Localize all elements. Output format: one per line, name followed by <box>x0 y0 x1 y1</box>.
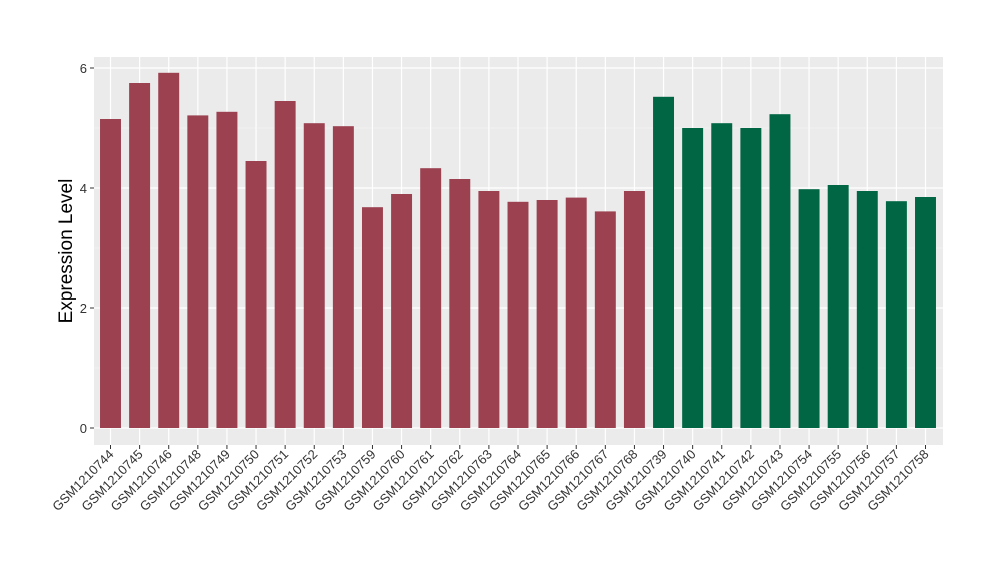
y-tick-label: 2 <box>80 301 87 316</box>
bar <box>653 96 675 429</box>
bar <box>245 161 267 428</box>
y-axis: 0 2 4 6 <box>80 61 94 436</box>
bar <box>129 83 151 428</box>
bar <box>769 114 791 428</box>
bar <box>478 191 500 428</box>
bar <box>827 185 849 428</box>
y-tick-label: 6 <box>80 61 87 76</box>
bar <box>100 119 121 428</box>
bar <box>623 191 645 428</box>
bar <box>187 115 209 429</box>
bar <box>536 200 558 428</box>
bar <box>711 123 733 428</box>
bar <box>565 197 587 428</box>
bar <box>361 207 383 428</box>
bar <box>332 126 354 428</box>
bar <box>507 201 529 428</box>
bar <box>420 168 442 428</box>
bar <box>303 123 325 428</box>
y-axis-label: Expression Level <box>56 179 77 324</box>
bar <box>798 189 820 428</box>
bar <box>594 211 616 428</box>
bar <box>158 72 180 429</box>
bars <box>100 72 936 429</box>
bar <box>449 179 471 428</box>
bar <box>274 101 296 428</box>
y-tick-label: 0 <box>80 421 87 436</box>
bar <box>391 194 413 428</box>
bar <box>915 197 936 428</box>
x-axis: GSM1210744GSM1210745GSM1210746GSM1210748… <box>49 445 932 514</box>
bar <box>856 191 878 428</box>
bar <box>216 111 238 429</box>
y-tick-label: 4 <box>80 181 87 196</box>
bar <box>885 201 907 428</box>
bar <box>740 128 762 428</box>
bar <box>682 128 704 428</box>
